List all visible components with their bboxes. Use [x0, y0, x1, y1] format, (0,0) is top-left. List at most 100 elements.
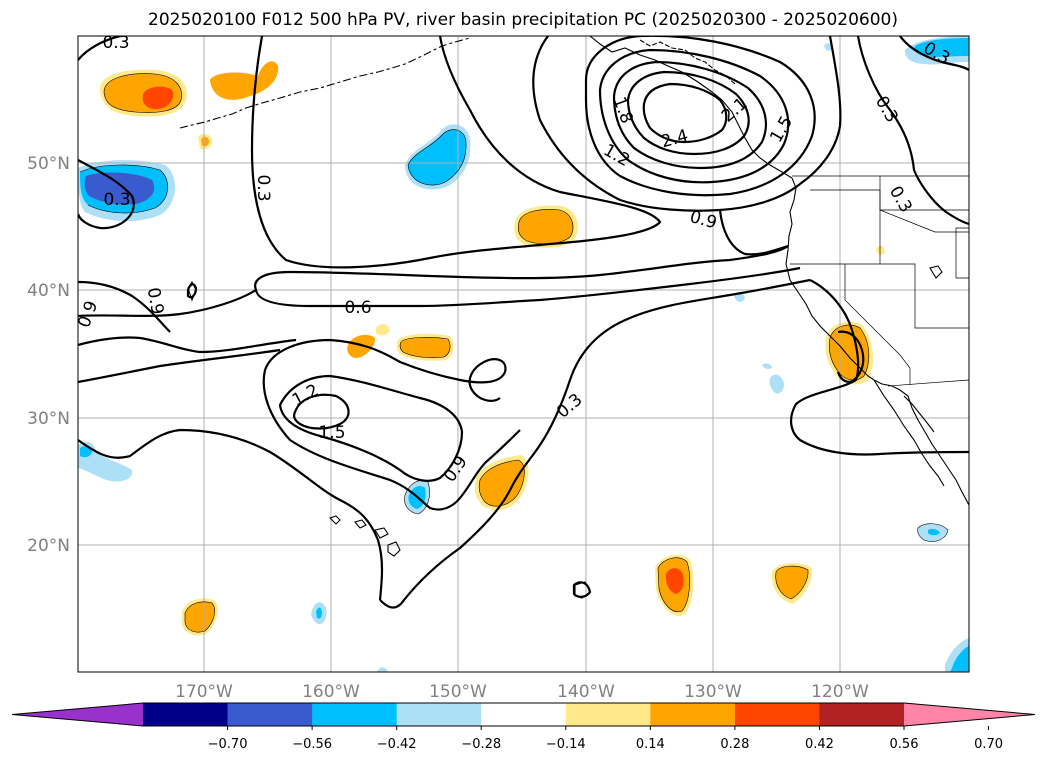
contour-0.9 — [532, 36, 801, 212]
colorbar-tick-label: −0.28 — [461, 737, 501, 752]
contour-label: 0.3 — [253, 174, 273, 201]
contour-0.3 — [78, 36, 121, 61]
hawaii-island — [387, 541, 401, 557]
contour-0.3 — [790, 279, 969, 456]
hawaii-island — [328, 515, 341, 525]
precip-outline — [478, 459, 525, 507]
alaska-coast — [589, 36, 793, 179]
contour-label: 1.5 — [318, 423, 345, 443]
contour-2.4 — [642, 82, 728, 144]
precip-outline — [917, 523, 949, 542]
contour-0.3 — [250, 36, 662, 269]
lat-label-50n: 50°N — [27, 154, 70, 174]
colorbar-tick-label: 0.70 — [974, 737, 1003, 752]
state-border — [955, 227, 969, 279]
map-frame — [77, 35, 970, 673]
precip-outline — [184, 601, 215, 633]
colorbar-outline — [11, 702, 1036, 727]
state-border — [879, 209, 969, 233]
precip-patch — [376, 667, 388, 672]
map-title: 2025020100 F012 500 hPa PV, river basin … — [148, 10, 898, 30]
north-america-west-coast — [785, 177, 969, 506]
precip-patch — [876, 245, 885, 255]
precip-patch — [408, 129, 467, 186]
contour-1.2 — [584, 36, 816, 197]
precip-patch — [665, 568, 684, 594]
colorbar-tick-label: 0.42 — [805, 737, 834, 752]
contour-0.3 — [78, 428, 384, 601]
precip-patch — [775, 566, 809, 599]
colorbar-segment — [396, 703, 482, 726]
colorbar-tick-label: 0.28 — [720, 737, 749, 752]
latitude-labels: 50°N 40°N 30°N 20°N — [27, 154, 70, 556]
colorbar-extend-min — [12, 703, 143, 726]
colorbar-segment — [650, 703, 736, 726]
precip-patch — [84, 172, 155, 205]
precip-patch — [479, 460, 525, 507]
precip-patch — [210, 61, 279, 100]
colorbar-extend-max — [904, 703, 1035, 726]
borders — [790, 175, 969, 387]
colorbar-segment — [819, 703, 905, 726]
hawaii-island — [374, 527, 389, 539]
contour-0.9 — [263, 338, 507, 402]
colorbar: −0.70 −0.56 −0.42 −0.28 −0.14 0.14 0.28 0.42 0.5… — [11, 702, 1036, 752]
baja-california — [873, 379, 945, 487]
contour-0.9 — [262, 369, 521, 511]
precip-outline — [517, 209, 574, 245]
colorbar-tick-label: −0.56 — [292, 737, 332, 752]
aleutian-islands — [179, 37, 471, 129]
precip-patch — [347, 334, 376, 358]
contour-1.8 — [612, 60, 768, 170]
lat-label-40n: 40°N — [27, 281, 70, 301]
lon-label-140w: 140°W — [557, 682, 615, 702]
contour-0.9 — [718, 209, 789, 256]
precip-patch — [376, 324, 390, 336]
precip-patch — [80, 445, 92, 458]
contour-1.2 — [278, 374, 464, 482]
hawaii-island — [354, 519, 367, 529]
pv-contours — [78, 36, 969, 609]
longitude-labels: 170°W 160°W 150°W 140°W 130°W 120°W — [175, 682, 869, 702]
gulf-of-california — [903, 395, 935, 433]
colorbar-segment — [143, 703, 229, 726]
precip-patch — [769, 374, 784, 394]
lon-label-130w: 130°W — [684, 682, 742, 702]
contour-0.3 — [856, 36, 969, 226]
lon-label-150w: 150°W — [429, 682, 487, 702]
precip-outline — [79, 164, 168, 214]
lon-label-160w: 160°W — [302, 682, 360, 702]
colorbar-tick-label: 0.14 — [636, 737, 665, 752]
colorbar-segment — [565, 703, 651, 726]
precip-patch — [201, 136, 209, 147]
contour-label: 0.3 — [103, 190, 130, 210]
contour-0.6 — [572, 581, 592, 598]
map-background — [78, 36, 969, 672]
contour-0.3 — [78, 159, 135, 230]
colorbar-tick-label: 0.56 — [890, 737, 919, 752]
colorbar-tick-label: −0.42 — [377, 737, 417, 752]
lon-label-170w: 170°W — [175, 682, 233, 702]
contour-1.5 — [292, 393, 350, 430]
contour-2.1 — [626, 70, 750, 156]
map-panel: 0.3 0.3 0.3 0.9 0.9 0.6 1.2 1.5 0.9 0.3 … — [77, 35, 970, 673]
precip-outline — [657, 557, 691, 613]
state-border — [790, 263, 969, 329]
contour-1.5 — [598, 48, 790, 184]
colorbar-segment — [734, 703, 820, 726]
contour-0.6 — [78, 245, 789, 318]
colorbar-tick-label: −0.14 — [546, 737, 586, 752]
precip-patch — [914, 38, 969, 57]
state-border — [844, 264, 911, 385]
graticule — [78, 36, 969, 672]
contour-0.6 — [254, 266, 801, 308]
colorbar-tick-label: −0.70 — [208, 737, 248, 752]
precip-patch — [399, 337, 451, 358]
contour-0.9 — [78, 348, 281, 384]
precip-outline — [103, 73, 182, 113]
contour-0.9 — [799, 36, 842, 185]
colorbar-segment — [481, 703, 567, 726]
precip-patch — [316, 607, 322, 619]
precip-patch — [928, 529, 940, 536]
